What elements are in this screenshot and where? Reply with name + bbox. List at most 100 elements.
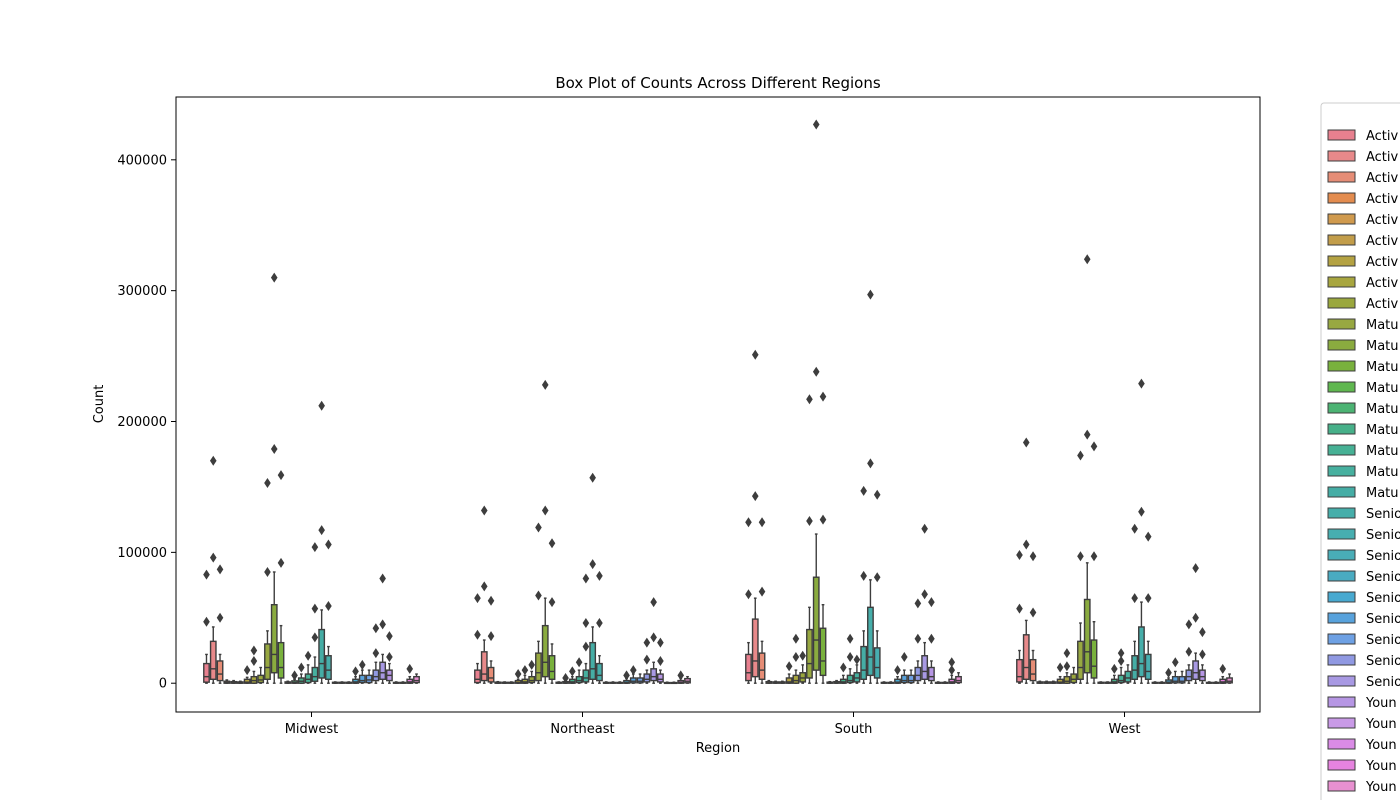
box-body <box>1070 673 1078 684</box>
box-group <box>806 394 813 684</box>
box-body <box>792 674 800 684</box>
box-group <box>209 455 217 684</box>
outlier-point <box>325 539 332 550</box>
outlier-point <box>487 631 495 642</box>
outlier-point <box>216 564 224 575</box>
box-group <box>1070 666 1078 684</box>
legend-label: Activ <box>1366 297 1399 312</box>
plot-frame <box>175 96 1261 713</box>
box-group <box>311 542 319 684</box>
outlier-point <box>270 272 278 283</box>
box-body <box>1083 598 1091 674</box>
box-body <box>955 675 962 684</box>
outlier-point <box>873 489 881 500</box>
box-group <box>1226 673 1233 684</box>
outlier-point <box>840 662 847 673</box>
outlier-point <box>528 659 535 670</box>
box-group <box>1077 450 1084 684</box>
legend-label: Senio <box>1366 591 1400 606</box>
box-group <box>860 485 868 684</box>
legend-swatch <box>1327 423 1356 435</box>
x-axis: Midwest Northeast South West <box>285 712 1141 737</box>
legend-swatch <box>1327 717 1356 729</box>
outlier-point <box>250 655 258 666</box>
box-body <box>304 673 312 684</box>
legend-swatch <box>1327 444 1356 456</box>
outlier-point <box>799 650 806 661</box>
box-group <box>602 681 610 684</box>
box-group <box>494 680 502 684</box>
box-group <box>528 659 536 684</box>
box-body <box>1090 639 1098 679</box>
outlier-point <box>914 598 922 609</box>
box-body <box>928 666 935 682</box>
y-tick-label: 100000 <box>117 546 167 561</box>
outlier-point <box>745 589 752 600</box>
outlier-point <box>657 655 664 666</box>
box-group <box>623 670 630 684</box>
outlier-point <box>318 525 325 536</box>
outlier-point <box>1022 539 1030 550</box>
box-body <box>216 660 224 682</box>
y-axis: 0 100000 200000 300000 400000 <box>117 153 176 692</box>
x-tick-label: Midwest <box>285 722 339 737</box>
box-body <box>650 668 658 682</box>
box-body <box>596 662 603 682</box>
outlier-point <box>487 595 495 606</box>
outlier-point <box>298 662 305 673</box>
x-tick-label: West <box>1109 722 1141 737</box>
outlier-point <box>569 666 576 677</box>
legend-swatch <box>1327 381 1356 393</box>
box-body <box>589 641 597 680</box>
outlier-point <box>216 612 224 623</box>
outlier-point <box>582 618 590 629</box>
outlier-point <box>311 603 319 614</box>
box-group <box>663 681 671 685</box>
legend-label: Matu <box>1366 402 1399 417</box>
box-group <box>399 681 407 684</box>
outlier-point <box>264 478 271 489</box>
outlier-point <box>846 633 854 644</box>
legend-label: Activ <box>1366 171 1399 186</box>
box-group <box>684 675 691 684</box>
box-group <box>887 681 895 684</box>
box-group <box>765 679 773 684</box>
box-group <box>345 681 353 684</box>
box-group <box>1171 657 1179 684</box>
legend-swatch <box>1327 192 1356 204</box>
box-group <box>846 633 854 684</box>
legend-swatch <box>1327 696 1356 708</box>
outlier-point <box>548 597 556 608</box>
outlier-point <box>819 391 827 402</box>
outlier-point <box>325 601 332 612</box>
outlier-point <box>535 522 542 533</box>
outlier-point <box>901 652 908 663</box>
box-group <box>318 400 326 684</box>
outlier-point <box>1219 663 1227 674</box>
box-group <box>751 349 759 684</box>
box-body <box>657 673 664 683</box>
legend-swatch <box>1327 171 1356 183</box>
box-body <box>819 627 827 677</box>
box-group <box>778 680 786 684</box>
outlier-point <box>582 641 590 652</box>
outlier-point <box>677 670 685 681</box>
box-group <box>1117 648 1125 684</box>
outlier-point <box>406 663 414 674</box>
outlier-point <box>873 572 881 583</box>
box-group <box>514 669 522 684</box>
outlier-point <box>379 619 386 630</box>
outlier-point <box>860 485 867 496</box>
outlier-point <box>1083 429 1091 440</box>
outlier-point <box>1199 627 1206 638</box>
legend-swatch <box>1327 318 1356 330</box>
legend-label: Senio <box>1366 675 1400 690</box>
outlier-point <box>812 119 820 130</box>
outlier-point <box>921 589 928 600</box>
outlier-point <box>1199 649 1206 660</box>
legend-label: Matu <box>1366 486 1399 501</box>
x-tick-label: Northeast <box>550 722 614 737</box>
box-group <box>250 645 258 684</box>
chart-title: Box Plot of Counts Across Different Regi… <box>555 74 881 92</box>
